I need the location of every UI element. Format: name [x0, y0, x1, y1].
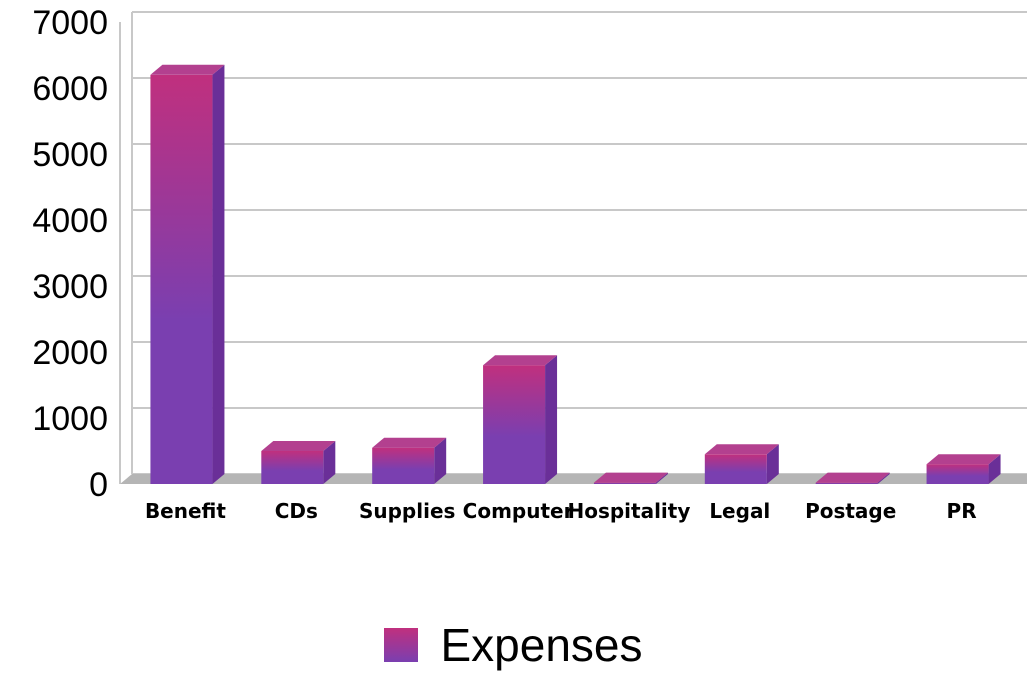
y-tick-label: 0 [89, 466, 108, 504]
bar-chart: 0 1000 2000 3000 4000 5000 6000 7000 Benefit CDs… [32, 4, 1027, 523]
y-tick-label: 2000 [32, 334, 108, 372]
bar-front [593, 482, 656, 484]
bar [261, 441, 336, 484]
y-axis-ticks: 0 1000 2000 3000 4000 5000 6000 7000 [32, 4, 108, 504]
bar [815, 472, 890, 484]
y-tick-label: 3000 [32, 268, 108, 306]
bar-cap [704, 444, 779, 455]
bar-cap [483, 355, 558, 366]
y-tick-label: 4000 [32, 202, 108, 240]
bar-side [766, 444, 779, 484]
bar-side [545, 355, 558, 484]
axes [119, 12, 1027, 484]
y-tick-label: 5000 [32, 136, 108, 174]
bar-cap [593, 472, 668, 483]
x-tick-label: Benefit [145, 499, 226, 523]
x-tick-label: Supplies [359, 499, 455, 523]
bar-side [988, 454, 1001, 484]
bars [150, 64, 1001, 485]
y-tick-label: 1000 [32, 400, 108, 438]
bar-side [212, 64, 225, 485]
bar-cap [372, 437, 447, 448]
bar [704, 444, 779, 484]
bar [372, 437, 447, 484]
x-tick-label: PR [947, 499, 977, 523]
bar-cap [926, 454, 1001, 465]
legend-swatch [384, 628, 419, 662]
x-tick-label: Legal [709, 499, 770, 523]
chart-floor [120, 474, 1027, 484]
bar-side [323, 441, 336, 484]
bar-cap [261, 441, 336, 451]
bar-front [926, 464, 989, 484]
y-tick-label: 7000 [32, 4, 108, 42]
bar-front [704, 454, 767, 484]
bar-front [261, 451, 324, 484]
bar-front [483, 365, 546, 484]
x-tick-label: CDs [275, 499, 318, 523]
bar [593, 472, 668, 484]
legend-label-expenses: Expenses [440, 619, 643, 671]
bar [150, 64, 225, 485]
bar [483, 355, 558, 484]
bar-front [372, 447, 435, 484]
bar-side [655, 472, 668, 484]
x-tick-label: Postage [805, 499, 896, 523]
gridlines [132, 11, 1027, 475]
x-tick-label: Hospitality [567, 499, 690, 523]
bar-front [815, 482, 878, 484]
bar-cap [815, 472, 890, 483]
bar-front [150, 74, 213, 485]
bar-cap [150, 64, 225, 75]
y-tick-label: 6000 [32, 70, 108, 108]
bar-side [877, 472, 890, 484]
x-tick-label: Computer [463, 499, 574, 523]
legend: Expenses [0, 622, 1027, 668]
bar-side [434, 437, 447, 484]
bar [926, 454, 1001, 484]
